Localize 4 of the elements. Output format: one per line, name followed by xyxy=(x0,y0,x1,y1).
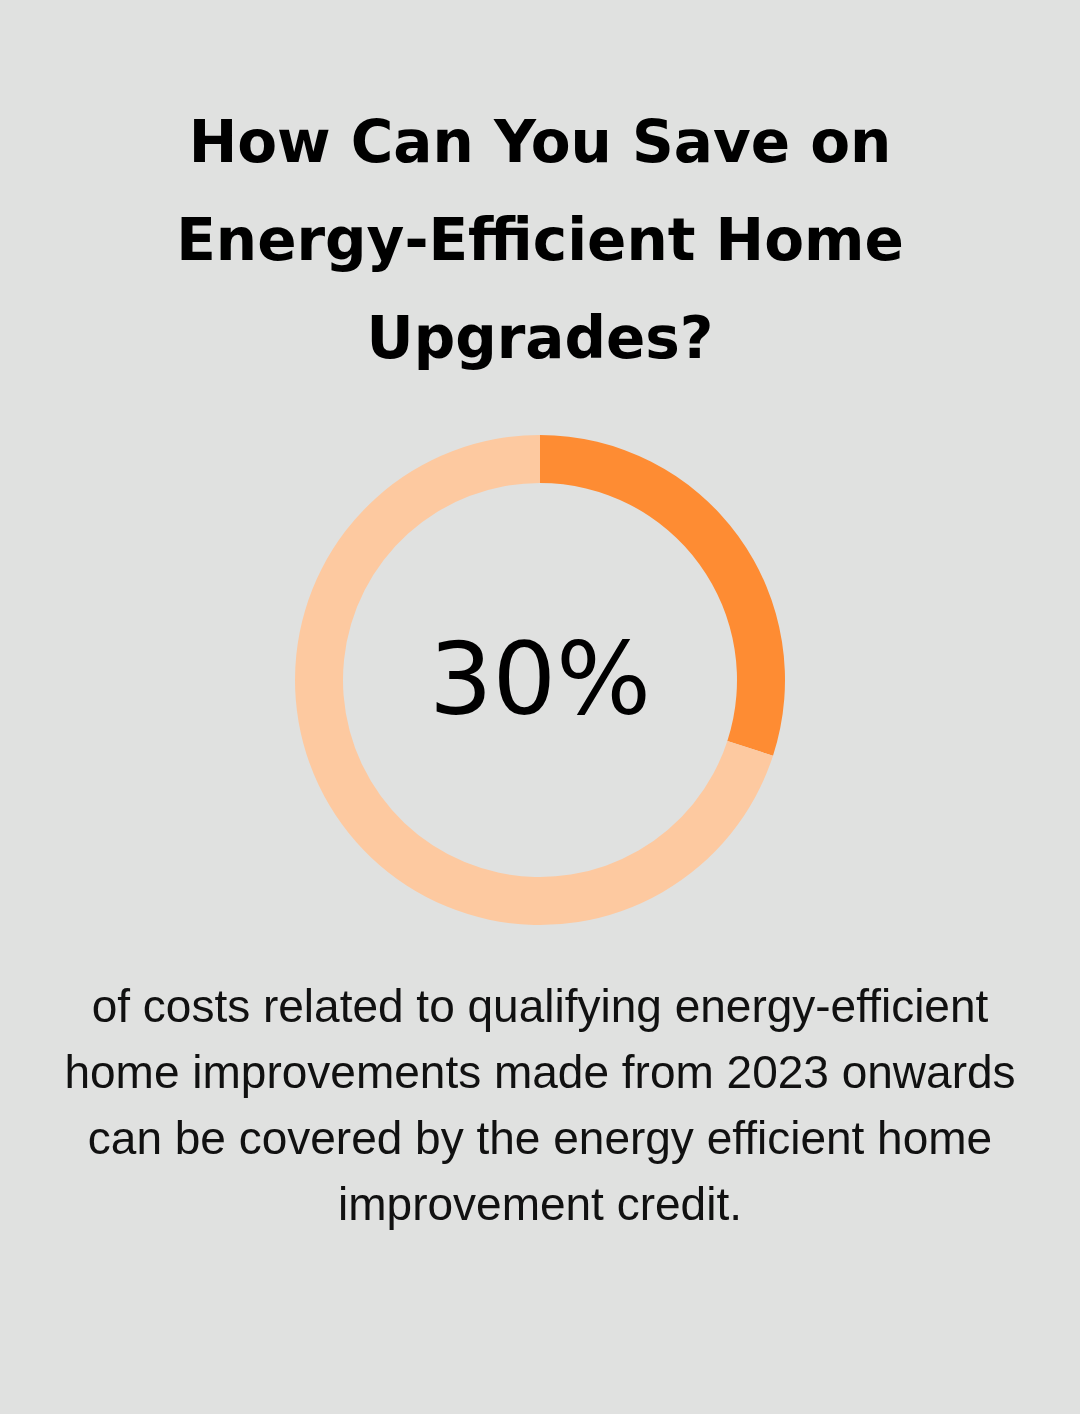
text: of costs related to qualifying energy-efficient home improvements made from 2023 onwards can be covered by the energy efficient home improvement credit. xyxy=(64,980,1016,1230)
data-label: 30% xyxy=(428,621,652,738)
chart-title: How Can You Save on Energy-Efficient Home Upgrades? xyxy=(176,108,904,372)
donut-slice xyxy=(295,435,774,925)
